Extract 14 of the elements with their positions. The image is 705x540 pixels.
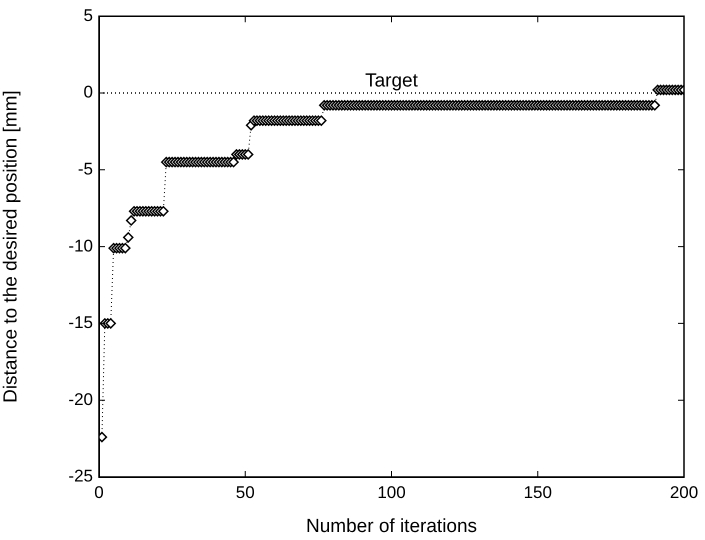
y-tick-label: 0 xyxy=(84,82,93,102)
x-axis-title: Number of iterations xyxy=(306,516,478,537)
y-tick-label: 5 xyxy=(84,6,93,25)
y-tick-label: -25 xyxy=(68,466,93,486)
y-tick-label: -15 xyxy=(68,313,93,332)
y-tick-label: -5 xyxy=(78,159,93,178)
y-axis-title: Distance to the desired position [mm] xyxy=(0,90,22,403)
y-tick-label: -10 xyxy=(68,236,93,256)
x-tick-label: 100 xyxy=(377,482,406,502)
y-tick-label: -20 xyxy=(68,390,93,409)
x-tick-label: 50 xyxy=(236,482,255,502)
ref-line-label: Target xyxy=(365,70,419,92)
x-tick-label: 200 xyxy=(670,482,698,502)
x-tick-label: 150 xyxy=(524,482,552,502)
